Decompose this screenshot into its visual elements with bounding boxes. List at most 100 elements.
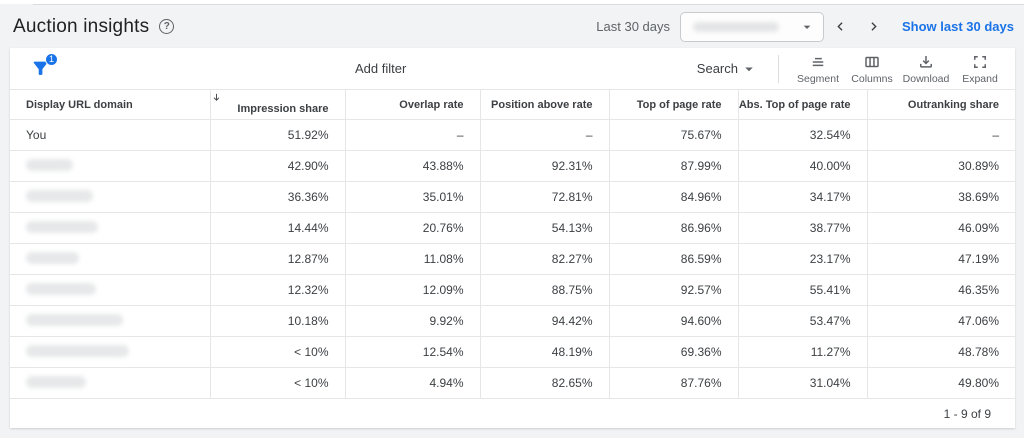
columns-button[interactable]: Columns xyxy=(845,49,899,89)
cell-metric-value: 38.77% xyxy=(737,212,868,244)
show-last-30-days-link[interactable]: Show last 30 days xyxy=(902,19,1014,34)
cell-metric-value: 87.99% xyxy=(608,150,739,182)
redacted-domain xyxy=(26,282,96,295)
toolbar-actions: Search Segment xyxy=(693,49,1007,89)
cell-metric-value: 48.19% xyxy=(479,336,610,368)
pagination-label: 1 - 9 of 9 xyxy=(943,407,991,421)
cell-metric-value: 14.44% xyxy=(209,212,346,244)
cell-metric-value: 86.59% xyxy=(608,243,739,275)
filter-funnel-icon xyxy=(30,57,54,79)
cell-metric-value: 92.57% xyxy=(608,274,739,306)
top-divider xyxy=(33,4,1024,5)
redacted-domain xyxy=(26,375,86,388)
column-header-overlap-rate[interactable]: Overlap rate xyxy=(344,89,481,120)
date-range-label: Last 30 days xyxy=(596,19,670,34)
cell-metric-value: 11.08% xyxy=(344,243,481,275)
cell-metric-value: 87.76% xyxy=(608,367,739,399)
cell-metric-value: 36.36% xyxy=(209,181,346,213)
previous-period-button[interactable] xyxy=(829,15,852,38)
cell-metric-value: 75.67% xyxy=(608,119,739,151)
table-row: < 10% 4.94% 82.65% 87.76% 31.04% 49.80% xyxy=(10,367,1015,399)
column-header-position-above-rate[interactable]: Position above rate xyxy=(479,89,610,120)
cell-metric-value: 12.32% xyxy=(209,274,346,306)
cell-metric-value: 30.89% xyxy=(866,150,1015,182)
table-row: 14.44% 20.76% 54.13% 86.96% 38.77% 46.09% xyxy=(10,212,1015,244)
auction-insights-card: 1 Add filter Search Segment xyxy=(10,48,1015,428)
table-body: You 51.92% – –75.67% 32.54% –42.90% 43.88% 92.3… xyxy=(10,119,1015,399)
expand-label: Expand xyxy=(962,72,998,85)
cell-metric-value: 32.54% xyxy=(737,119,868,151)
cell-metric-value: 84.96% xyxy=(608,181,739,213)
cell-metric-value: 4.94% xyxy=(344,367,481,399)
cell-metric-value: 54.13% xyxy=(479,212,610,244)
help-icon[interactable]: ? xyxy=(159,19,175,34)
cell-metric-value: – xyxy=(344,119,481,151)
cell-metric-value: 69.36% xyxy=(608,336,739,368)
search-button[interactable]: Search xyxy=(693,54,762,84)
cell-display-url-domain xyxy=(10,274,211,306)
cell-metric-value: 40.00% xyxy=(737,150,868,182)
filter-count-badge: 1 xyxy=(45,52,58,66)
cell-display-url-domain xyxy=(10,212,211,244)
cell-metric-value: 55.41% xyxy=(737,274,868,306)
caret-down-icon xyxy=(799,19,815,35)
cell-metric-value: 47.19% xyxy=(866,243,1015,275)
cell-metric-value: 88.75% xyxy=(479,274,610,306)
redacted-domain xyxy=(26,158,73,171)
cell-metric-value: – xyxy=(479,119,610,151)
table-row: You 51.92% – –75.67% 32.54% – xyxy=(10,119,1015,151)
date-range-controls: Last 30 days Show last 30 days xyxy=(596,11,1014,42)
redacted-domain xyxy=(26,313,123,326)
columns-icon xyxy=(863,53,881,71)
cell-metric-value: 49.80% xyxy=(866,367,1015,399)
auction-insights-table: Display URL domain Impression share Over… xyxy=(10,89,1015,399)
table-row: 12.87% 11.08% 82.27% 86.59% 23.17% 47.19% xyxy=(10,243,1015,275)
column-header-outranking-share[interactable]: Outranking share xyxy=(866,89,1015,120)
cell-display-url-domain xyxy=(10,243,211,275)
table-header-row: Display URL domain Impression share Over… xyxy=(10,89,1015,120)
column-header-top-of-page-rate[interactable]: Top of page rate xyxy=(608,89,739,120)
redacted-domain xyxy=(26,251,79,264)
table-row: 12.32% 12.09% 88.75% 92.57% 55.41% 46.35% xyxy=(10,274,1015,306)
sort-descending-icon xyxy=(211,92,329,103)
cell-metric-value: 12.09% xyxy=(344,274,481,306)
column-header-abs-top-of-page-rate[interactable]: Abs. Top of page rate xyxy=(737,89,868,120)
column-header-display-url-domain[interactable]: Display URL domain xyxy=(10,89,211,120)
cell-display-url-domain: You xyxy=(10,119,211,151)
cell-display-url-domain xyxy=(10,150,211,182)
cell-metric-value: 47.06% xyxy=(866,305,1015,337)
cell-metric-value: 42.90% xyxy=(209,150,346,182)
cell-display-url-domain xyxy=(10,367,211,399)
cell-metric-value: 38.69% xyxy=(866,181,1015,213)
expand-icon xyxy=(971,53,989,71)
cell-metric-value: < 10% xyxy=(209,367,346,399)
cell-metric-value: 72.81% xyxy=(479,181,610,213)
cell-metric-value: 35.01% xyxy=(344,181,481,213)
column-header-impression-share[interactable]: Impression share xyxy=(209,89,346,120)
cell-metric-value: 94.60% xyxy=(608,305,739,337)
filter-button[interactable]: 1 xyxy=(30,52,58,81)
cell-display-url-domain xyxy=(10,336,211,368)
cell-metric-value: 46.09% xyxy=(866,212,1015,244)
cell-display-url-domain xyxy=(10,305,211,337)
download-button[interactable]: Download xyxy=(899,49,953,89)
table-footer: 1 - 9 of 9 xyxy=(10,399,1015,429)
cell-metric-value: 94.42% xyxy=(479,305,610,337)
download-icon xyxy=(917,53,935,71)
next-period-button[interactable] xyxy=(862,15,885,38)
cell-metric-value: 82.65% xyxy=(479,367,610,399)
segment-button[interactable]: Segment xyxy=(791,49,845,89)
cell-metric-value: 48.78% xyxy=(866,336,1015,368)
cell-metric-value: 82.27% xyxy=(479,243,610,275)
column-label: Impression share xyxy=(237,103,329,115)
cell-metric-value: 86.96% xyxy=(608,212,739,244)
expand-button[interactable]: Expand xyxy=(953,49,1007,89)
cell-metric-value: 51.92% xyxy=(209,119,346,151)
add-filter-button[interactable]: Add filter xyxy=(355,48,406,89)
redacted-domain xyxy=(26,189,93,202)
search-label: Search xyxy=(696,61,738,76)
cell-metric-value: – xyxy=(866,119,1015,151)
cell-display-url-domain xyxy=(10,181,211,213)
redacted-domain xyxy=(26,344,129,357)
date-range-dropdown[interactable] xyxy=(680,11,824,42)
